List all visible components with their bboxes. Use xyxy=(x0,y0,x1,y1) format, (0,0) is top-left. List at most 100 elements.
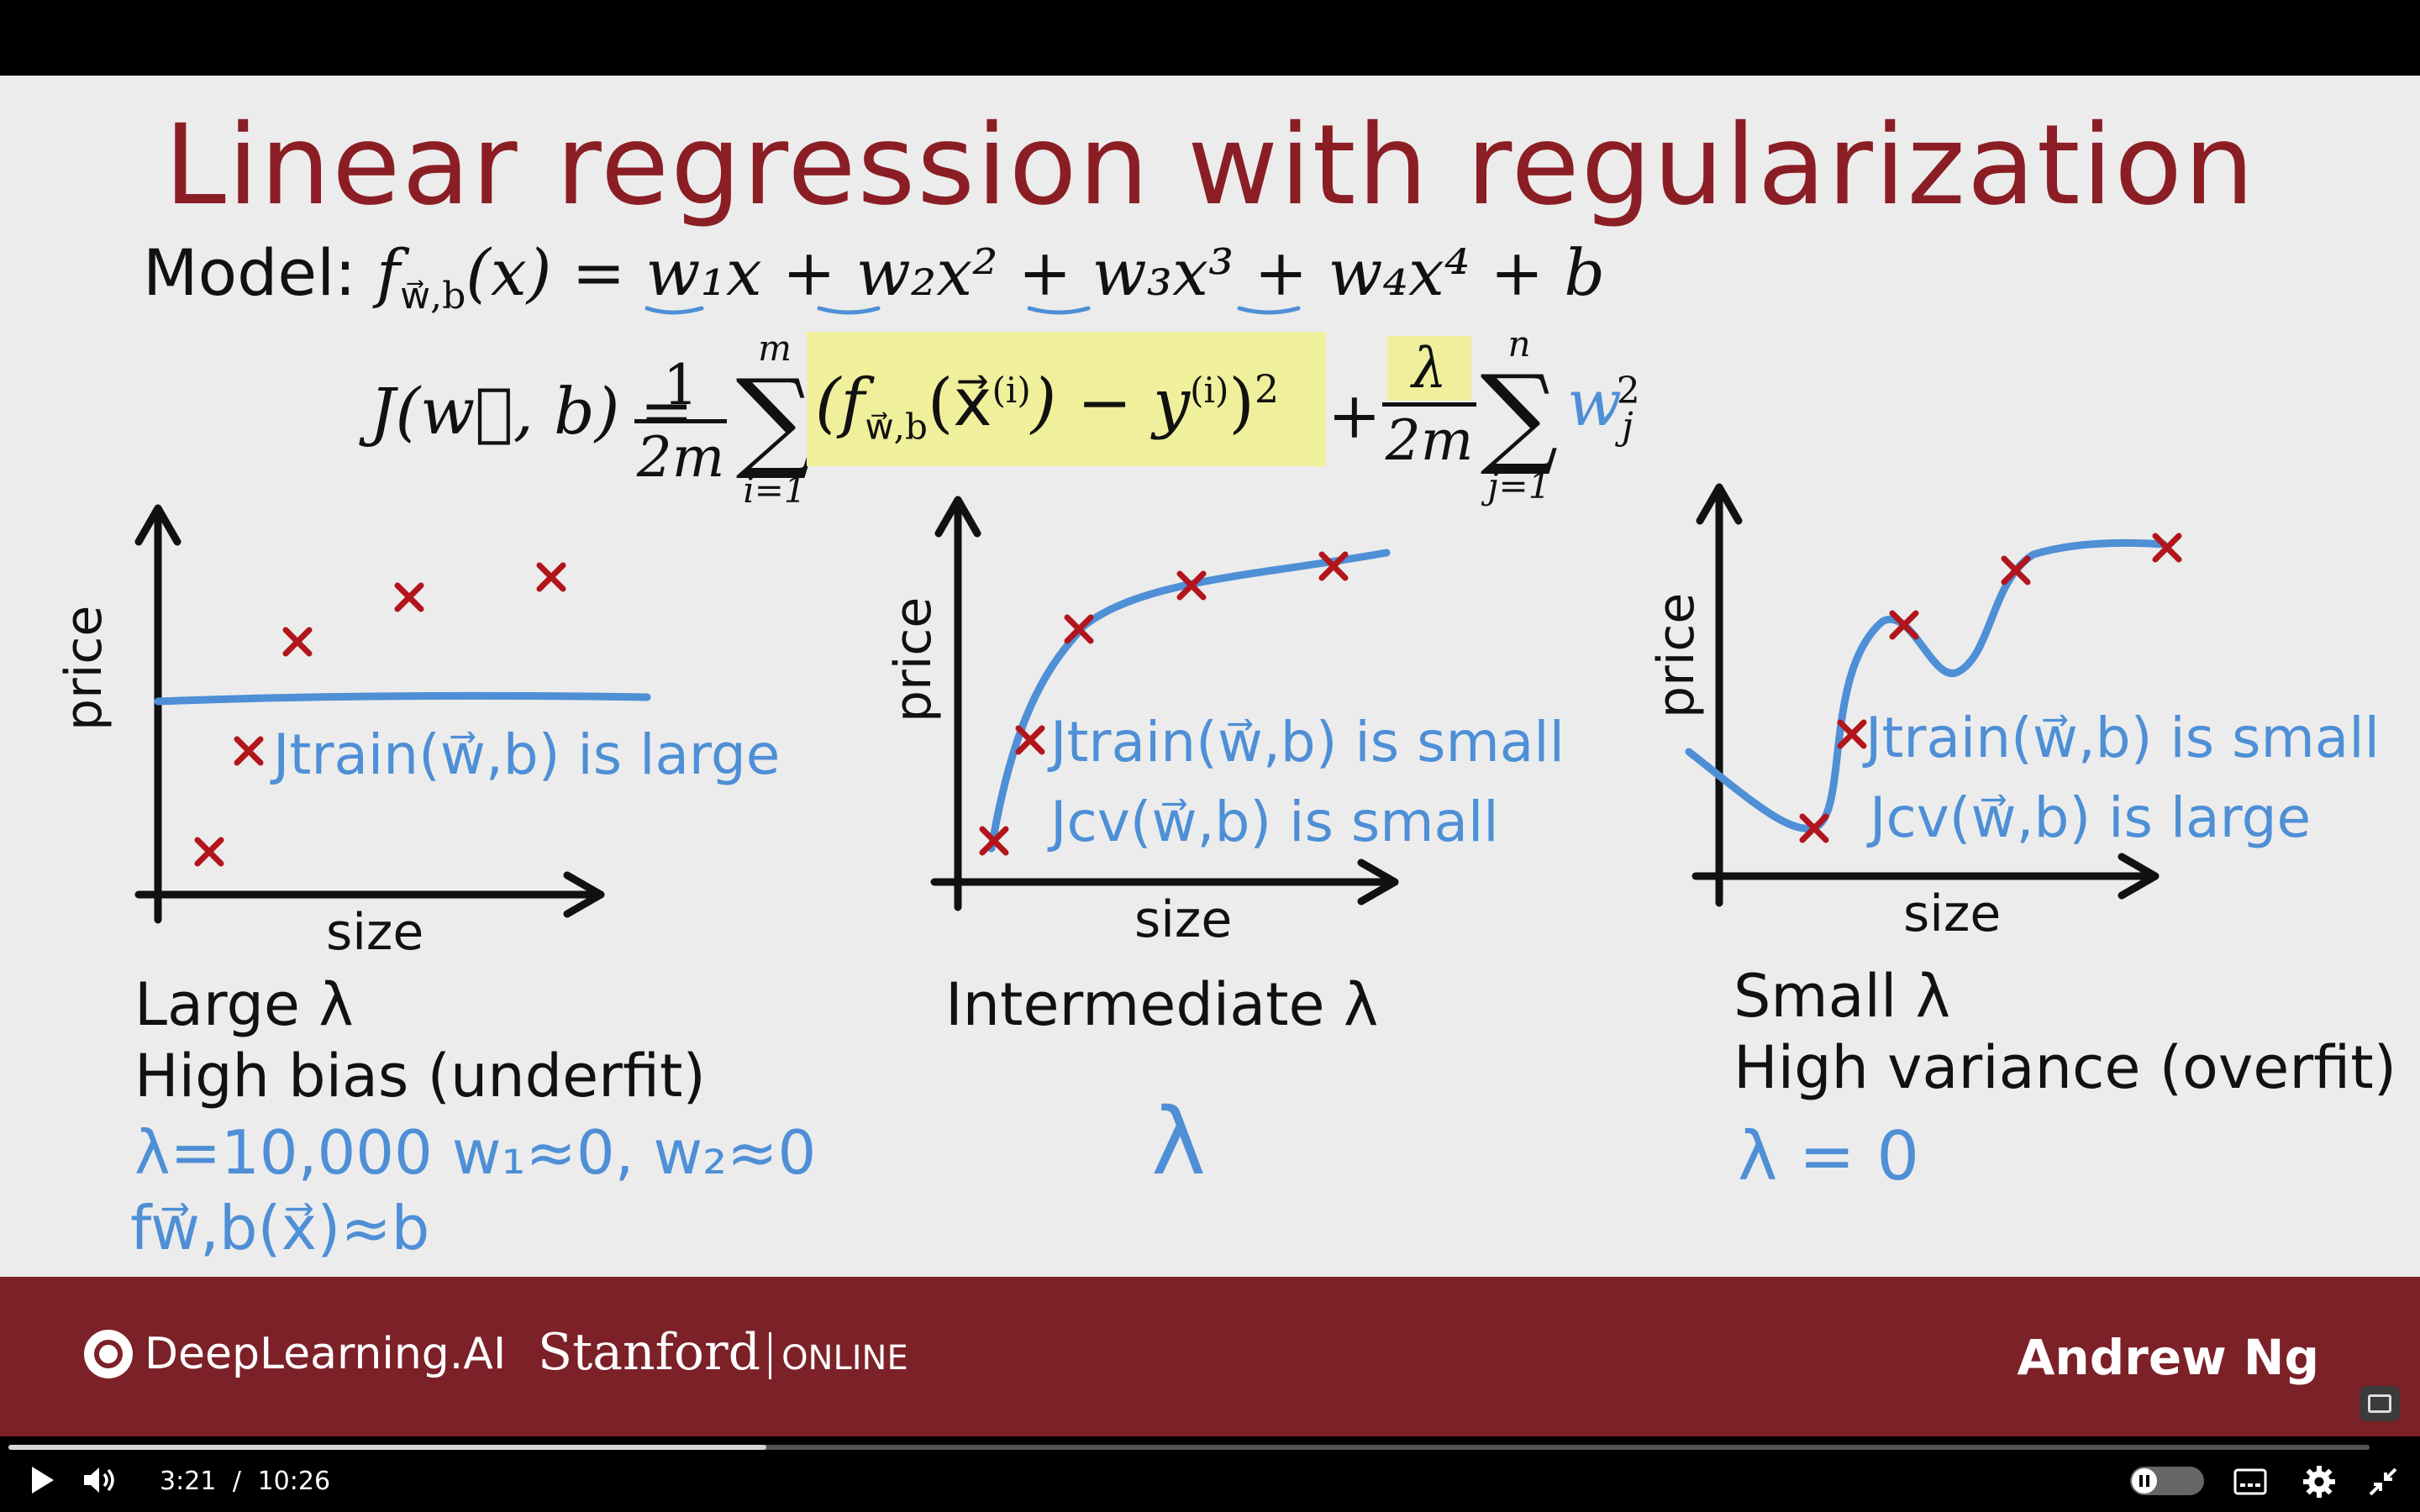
reg-sub: j xyxy=(1622,405,1634,449)
plot2-crosses xyxy=(979,551,1349,856)
plot2-note-cv: Jcv(w⃗,b) is small xyxy=(1050,790,1499,854)
plot1-point xyxy=(194,837,224,867)
sum-j: n ∑ j=1 xyxy=(1477,323,1561,507)
plot3-point xyxy=(1799,813,1829,843)
plot3-caption-variance: High variance (overfit) xyxy=(1733,1033,2397,1102)
play-icon[interactable] xyxy=(29,1465,57,1495)
plot1-note-lambda: λ=10,000 w₁≈0, w₂≈0 xyxy=(134,1117,817,1188)
model-f: f xyxy=(376,235,401,310)
frac2-den: 2m xyxy=(1385,408,1474,473)
error-sup2: (i) xyxy=(1190,370,1229,411)
plot1-crosses xyxy=(194,562,566,867)
deeplearning-logo: DeepLearning.AI xyxy=(84,1329,506,1379)
plot3-note-cv: Jcv(w⃗,b) is large xyxy=(1870,785,2312,850)
plot1-xlabel: size xyxy=(326,903,424,962)
plot1-point xyxy=(394,582,424,612)
plot3-x-axis xyxy=(1691,853,2160,900)
plot2-point xyxy=(1064,614,1094,644)
time-separator: / xyxy=(232,1467,242,1496)
captions-icon[interactable] xyxy=(2233,1468,2267,1495)
exit-fullscreen-icon[interactable] xyxy=(2368,1467,2398,1497)
plot1-fit-line xyxy=(154,691,651,706)
current-time: 3:21 xyxy=(160,1467,217,1496)
plot3-y-axis xyxy=(1696,483,1743,907)
model-formula: (x) = w₁x + w₂x² + w₃x³ + w₄x⁴ + b xyxy=(466,235,1605,310)
slide-title: Linear regression with regularization xyxy=(164,101,2256,230)
error-f: (f xyxy=(815,365,865,441)
error-sub: w⃗,b xyxy=(865,406,928,448)
reg-w: w xyxy=(1567,365,1623,440)
duration: 10:26 xyxy=(257,1467,331,1496)
plot2-xlabel: size xyxy=(1134,890,1233,949)
plot3-point xyxy=(1889,610,1919,640)
plot3-point xyxy=(2152,533,2182,563)
cost-function: J(w⃗, b) = 1 2m m ∑ i=1 (fw⃗,b(x⃗(i)) − … xyxy=(370,323,1681,521)
sum1-upper: m xyxy=(758,328,792,369)
error-minus-y: ) − y xyxy=(1030,365,1191,441)
plot2-caption-lambda: Intermediate λ xyxy=(945,970,1379,1039)
plot1-x-axis xyxy=(134,871,605,918)
model-f-sub: w⃗,b xyxy=(400,275,466,318)
progress-bar[interactable] xyxy=(8,1445,2370,1450)
reg-term: wj2 xyxy=(1567,365,1640,448)
pause-toggle[interactable] xyxy=(2130,1467,2204,1495)
plot1-caption-bias: High bias (underfit) xyxy=(134,1042,706,1110)
frac-1-over-2m: 1 2m xyxy=(634,353,727,490)
sum-i: m ∑ i=1 xyxy=(733,328,817,511)
plot3-caption-lambda: Small λ xyxy=(1733,962,1951,1031)
reg-sup: 2 xyxy=(1616,369,1640,412)
sum2-upper: n xyxy=(1507,323,1531,365)
lecture-slide: Linear regression with regularization Mo… xyxy=(0,76,2420,1277)
time-display: 3:21 / 10:26 xyxy=(160,1467,330,1496)
plot3-point xyxy=(2001,555,2031,585)
error-power: 2 xyxy=(1254,366,1280,412)
plot3-xlabel: size xyxy=(1903,885,2002,943)
settings-gear-icon[interactable] xyxy=(2302,1465,2336,1499)
plot3-note-train: Jtrain(w⃗,b) is small xyxy=(1865,706,2380,770)
deeplearning-logo-icon xyxy=(84,1330,133,1378)
stanford-online-logo: Stanford ONLINE xyxy=(538,1323,908,1382)
w2-underline xyxy=(817,306,881,315)
video-controls: 3:21 / 10:26 xyxy=(0,1436,2420,1512)
plot2-ylabel: price xyxy=(884,596,943,722)
plot2-x-axis xyxy=(930,858,1399,906)
plot3-point xyxy=(1837,719,1867,749)
model-line: Model: fw⃗,b(x) = w₁x + w₂x² + w₃x³ + w₄… xyxy=(143,235,1605,318)
frac1-num: 1 xyxy=(663,353,698,417)
plot1-caption-lambda: Large λ xyxy=(134,970,354,1039)
w4-underline xyxy=(1237,306,1301,315)
error-term-highlight xyxy=(807,332,1326,466)
plot2-point xyxy=(1318,551,1349,581)
error-close: ) xyxy=(1228,365,1255,441)
error-term: (fw⃗,b(x⃗(i)) − y(i))2 xyxy=(815,365,1279,448)
sum1-lower: i=1 xyxy=(743,470,807,511)
plots-graphics xyxy=(134,306,2182,924)
plot1-note-train: Jtrain(w⃗,b) is large xyxy=(273,722,781,787)
slide-footer: DeepLearning.AI Stanford ONLINE Andrew Ng xyxy=(0,1277,2420,1436)
plot2-point xyxy=(1015,725,1045,755)
plot2-note-lambda: λ xyxy=(1151,1088,1207,1195)
w1-underline xyxy=(644,306,704,315)
sum2-lower: j=1 xyxy=(1487,465,1551,507)
plot1-point xyxy=(536,562,566,592)
error-x: (x⃗ xyxy=(927,365,992,441)
plus-sign: + xyxy=(1328,378,1381,453)
presenter-name: Andrew Ng xyxy=(2017,1329,2319,1386)
plot1-ylabel: price xyxy=(55,605,113,731)
frac-lambda-over-2m: λ 2m xyxy=(1382,336,1476,473)
plot1-point xyxy=(282,627,313,657)
plot3-ylabel: price xyxy=(1647,592,1706,718)
volume-icon[interactable] xyxy=(82,1465,119,1495)
frac2-num: λ xyxy=(1387,336,1471,401)
progress-bar-fill xyxy=(8,1445,766,1450)
pause-toggle-knob xyxy=(2132,1468,2157,1494)
w3-underline xyxy=(1027,306,1091,315)
plot2-note-train: Jtrain(w⃗,b) is small xyxy=(1050,710,1565,774)
sum1-symbol: ∑ xyxy=(735,355,814,483)
frac2-bar xyxy=(1382,402,1476,407)
frac1-bar xyxy=(634,419,727,423)
transcript-icon[interactable] xyxy=(2360,1386,2400,1421)
model-label: Model: xyxy=(143,235,356,310)
cost-lhs: J(w⃗, b) = xyxy=(370,374,694,449)
deeplearning-logo-text: DeepLearning.AI xyxy=(145,1329,507,1379)
